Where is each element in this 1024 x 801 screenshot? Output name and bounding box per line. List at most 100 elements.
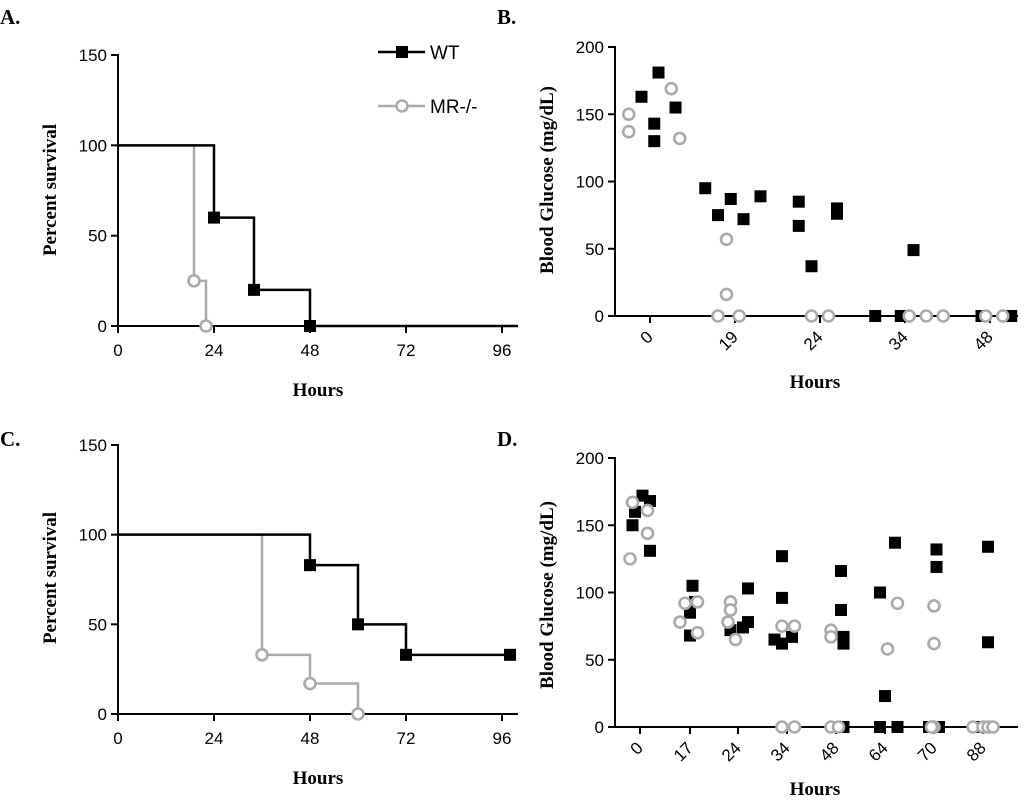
panel-a-mr-survival-line: [118, 144, 208, 326]
panel-d-wt-marker: [889, 536, 901, 549]
panel-d-mr-marker: [927, 599, 941, 613]
panel-a-y-tick-label: 0: [98, 317, 107, 336]
panel-c-ylabel: Percent survival: [40, 512, 61, 644]
panel-b-mr-marker: [719, 232, 734, 247]
panel-b-wt-marker: [792, 195, 805, 208]
panel-a-x-tick-label: 96: [493, 341, 512, 360]
panel-b-mr-marker: [664, 81, 679, 96]
panel-d-wt-marker: [686, 579, 699, 592]
panel-d-wt-marker: [874, 586, 886, 599]
panel-b-x-tick-label: 24: [800, 327, 827, 354]
panel-b-wt-marker: [831, 207, 843, 220]
panel-a-mr-marker: [187, 274, 201, 288]
panel-a-y-tick-label: 50: [88, 227, 107, 246]
panel-d-plot: 0 50 100 150 200 0 17 24 34 48 64 70 88: [576, 449, 1018, 765]
panel-d-mr-marker: [924, 720, 939, 734]
panel-d-mr-marker: [927, 636, 941, 651]
panel-b-wt-marker: [635, 90, 648, 103]
legend-mr-marker: [395, 99, 409, 113]
panel-a-x-tick-label: 0: [113, 341, 122, 360]
panel-d-y-tick-label: 200: [576, 449, 604, 468]
panel-b-mr-marker: [621, 124, 636, 139]
panel-c-wt-survival-line: [118, 533, 510, 657]
panel-a-y-tick-label: 100: [79, 136, 107, 155]
panel-d-mr-marker: [787, 619, 802, 633]
panel-d-ylabel: Blood Glucose (mg/dL): [537, 501, 558, 689]
panel-b-y-tick-label: 50: [585, 240, 604, 259]
panel-d-mr-marker: [831, 720, 846, 734]
panel-d-mr-marker: [678, 596, 692, 611]
legend-mr-label: MR-/-: [430, 97, 477, 118]
panel-b-mr-marker: [902, 309, 917, 323]
panel-b-x-tick-label: 48: [970, 327, 997, 354]
panel-d-mr-marker: [673, 615, 687, 629]
panel-d-wt-marker: [776, 591, 788, 604]
panel-c-mr-marker: [255, 648, 269, 662]
panel-b-wt-marker: [792, 219, 805, 232]
panel-c-mr-marker: [303, 676, 317, 691]
panel-d-mr-marker: [721, 615, 735, 629]
panel-c-wt-marker: [304, 559, 316, 572]
panel-c-x-tick-label: 72: [397, 729, 416, 748]
panel-d-x-tick-label: 88: [963, 738, 990, 765]
panel-d-mr-marker: [640, 503, 655, 518]
panel-d-x-tick-label: 48: [816, 738, 843, 765]
panel-b-mr-marker: [621, 107, 636, 122]
panel-d-label: D.: [497, 427, 517, 451]
panel-d-mr-marker: [723, 603, 738, 617]
panel-d-wt-marker: [742, 582, 754, 595]
panel-c-survival-chart: C. Percent survival Hours 0 50 100 150 0 24 48…: [0, 427, 518, 789]
panel-d-mr-marker: [690, 595, 705, 609]
panel-b-x-tick-label: 19: [715, 327, 742, 354]
panel-b-wt-marker: [669, 101, 682, 114]
panel-b-wt-marker: [869, 310, 882, 322]
panel-c-mr-marker: [351, 707, 365, 721]
panel-a-wt-marker: [304, 320, 316, 332]
panel-b-wt-marker: [737, 213, 750, 226]
panel-d-x-tick-label: 24: [718, 738, 745, 765]
panel-d-wt-marker: [930, 560, 943, 573]
panel-b-wt-marker: [648, 135, 661, 148]
panel-d-mr-marker: [880, 642, 895, 656]
panel-a-x-tick-label: 24: [205, 341, 224, 360]
panel-d-wt-marker: [930, 543, 943, 556]
panel-d-mr-marker: [640, 526, 655, 541]
panel-d-mr-marker: [775, 720, 789, 734]
panel-d-mr-marker: [787, 720, 802, 734]
panel-d-y-tick-label: 0: [595, 718, 604, 737]
panel-d-mr-marker: [623, 552, 637, 566]
panel-d-wt-marker: [891, 721, 904, 733]
panel-b-wt-marker: [699, 182, 712, 195]
panel-b-mr-marker: [732, 309, 747, 323]
panel-b-mr-marker: [672, 131, 687, 146]
panel-b-xlabel: Hours: [790, 372, 841, 393]
panel-b-y-tick-label: 150: [576, 105, 604, 124]
panel-d-mr-marker: [775, 619, 789, 633]
panel-a-plot: 0 50 100 150 0 24 48 72 96: [79, 46, 518, 360]
panel-c-plot: 0 50 100 150 0 24 48 72 96: [79, 436, 518, 748]
panel-d-wt-marker: [982, 540, 994, 553]
legend: WT MR-/-: [378, 43, 477, 118]
panel-c-mr-survival-line: [118, 533, 360, 714]
panel-a-wt-survival-line: [118, 144, 518, 328]
panel-c-wt-marker: [400, 648, 412, 661]
panel-a-survival-chart: A. Percent survival Hours 0 50 100 150 0 24 48…: [0, 5, 518, 401]
panel-d-y-tick-label: 50: [585, 651, 604, 670]
panel-c-xlabel: Hours: [293, 768, 344, 789]
panel-d-wt-marker: [786, 630, 798, 643]
panel-c-x-tick-label: 96: [493, 729, 512, 748]
panel-c-y-tick-label: 0: [98, 705, 107, 724]
panel-c-x-tick-label: 24: [205, 729, 224, 748]
panel-b-ylabel: Blood Glucose (mg/dL): [537, 86, 558, 274]
panel-d-wt-marker: [644, 544, 656, 557]
panel-c-y-tick-label: 150: [79, 436, 107, 455]
panel-d-x-tick-label: 70: [914, 738, 941, 765]
panel-d-mr-marker: [890, 596, 905, 611]
panel-d-wt-marker: [776, 637, 788, 650]
panel-d-mr-marker: [625, 495, 640, 510]
panel-b-wt-marker: [754, 190, 767, 203]
panel-a-y-tick-label: 150: [79, 46, 107, 65]
panel-a-x-tick-label: 72: [397, 341, 416, 360]
panel-d-mr-marker: [986, 720, 1000, 734]
